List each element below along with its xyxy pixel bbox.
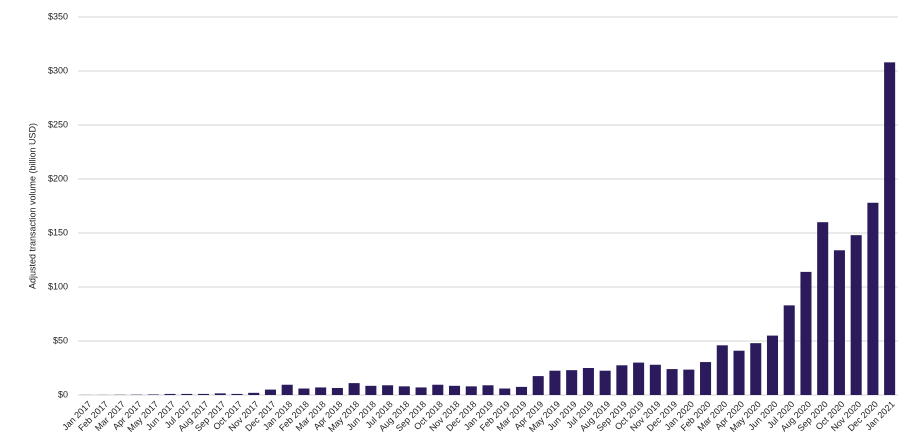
bar [164, 393, 176, 395]
bar [867, 202, 879, 395]
y-tick-label: $300 [48, 65, 68, 75]
y-tick-label: $150 [48, 227, 68, 237]
bar [750, 343, 762, 395]
bar [348, 383, 360, 395]
bar [783, 305, 795, 395]
bar [315, 387, 327, 395]
bar [683, 369, 695, 395]
bar [298, 388, 310, 395]
y-tick-label: $350 [48, 11, 68, 21]
bar [800, 271, 812, 395]
bar [365, 385, 377, 395]
bar [382, 385, 394, 395]
bar [817, 222, 829, 395]
bar [264, 389, 276, 395]
bar [766, 335, 779, 395]
y-tick-label: $50 [53, 335, 68, 345]
bar [649, 364, 661, 395]
bar [633, 362, 645, 395]
bar [281, 384, 293, 395]
bar [599, 370, 611, 395]
bar [549, 370, 561, 395]
bar [850, 235, 862, 395]
bar [231, 393, 243, 395]
y-tick-label: $0 [58, 389, 68, 399]
bar [532, 376, 544, 395]
bar [716, 345, 728, 395]
bar [733, 350, 745, 395]
bar [884, 62, 896, 396]
bar [666, 369, 678, 395]
bar [398, 386, 410, 395]
bar [515, 386, 527, 395]
bar [214, 393, 226, 395]
bar [566, 370, 578, 395]
bar [833, 250, 845, 395]
bar [449, 385, 461, 395]
bar [465, 386, 477, 395]
bar [331, 387, 343, 395]
bar [147, 394, 159, 395]
bar [700, 362, 712, 395]
y-axis-label: Adjusted transaction volume (billion USD… [27, 123, 37, 289]
bar [248, 392, 260, 395]
bar [582, 368, 594, 395]
bar [415, 387, 427, 395]
bar [616, 365, 628, 395]
y-tick-label: $250 [48, 119, 68, 129]
y-tick-label: $100 [48, 281, 68, 291]
y-tick-label: $200 [48, 173, 68, 183]
bar [197, 393, 210, 395]
bar [181, 393, 193, 395]
bar [482, 385, 494, 395]
bar [499, 388, 511, 395]
bar [432, 384, 444, 395]
